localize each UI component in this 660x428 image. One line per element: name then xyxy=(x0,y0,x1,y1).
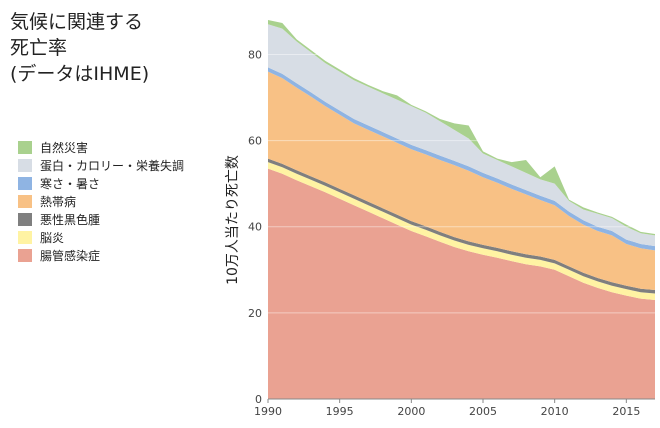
legend-swatch xyxy=(18,177,32,190)
x-tick-label: 2000 xyxy=(397,405,425,418)
y-tick-label: 60 xyxy=(248,135,262,148)
legend-label: 熱帯病 xyxy=(40,194,76,209)
x-tick-label: 2005 xyxy=(469,405,497,418)
legend-label: 自然災害 xyxy=(40,140,88,155)
x-tick-label: 1990 xyxy=(254,405,282,418)
chart-title: 気候に関連する xyxy=(10,11,143,33)
y-axis-label: 10万人当たり死亡数 xyxy=(225,155,241,285)
legend-label: 寒さ・暑さ xyxy=(40,176,100,191)
chart-title: (データはIHME) xyxy=(10,63,149,85)
y-tick-label: 0 xyxy=(255,393,262,406)
chart-title: 死亡率 xyxy=(10,37,67,59)
legend-label: 脳炎 xyxy=(40,231,64,245)
area xyxy=(268,67,655,251)
x-tick-label: 1995 xyxy=(326,405,354,418)
legend-swatch xyxy=(18,195,32,208)
y-tick-label: 20 xyxy=(248,307,262,320)
y-tick-label: 40 xyxy=(248,221,262,234)
area xyxy=(268,162,655,300)
legend-label: 腸管感染症 xyxy=(40,248,100,263)
legend-label: 悪性黒色腫 xyxy=(40,213,100,227)
legend-swatch xyxy=(18,231,32,244)
legend-swatch xyxy=(18,141,32,154)
legend-swatch xyxy=(18,159,32,172)
area xyxy=(268,20,655,236)
legend-label: 蛋白・カロリー・栄養失調 xyxy=(40,158,184,173)
legend-swatch xyxy=(18,213,32,226)
area xyxy=(268,168,655,399)
x-tick-label: 2015 xyxy=(612,405,640,418)
x-tick-label: 2010 xyxy=(541,405,569,418)
legend-swatch xyxy=(18,249,32,262)
area xyxy=(268,71,655,291)
y-tick-label: 80 xyxy=(248,48,262,61)
area xyxy=(268,24,655,247)
